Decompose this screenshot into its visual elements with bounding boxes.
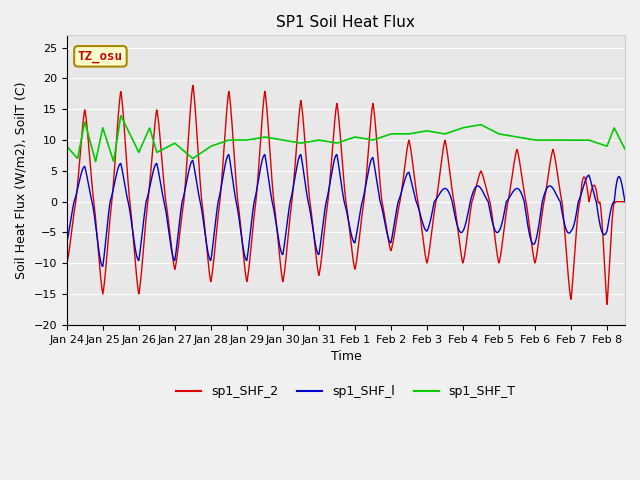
sp1_SHF_2 xyxy=(503,207,511,213)
sp1_SHF_l xyxy=(605,215,613,220)
sp1_SHF_l xyxy=(92,220,99,226)
sp1_SHF_2 xyxy=(189,83,196,88)
Y-axis label: Soil Heat Flux (W/m2), SoilT (C): Soil Heat Flux (W/m2), SoilT (C) xyxy=(15,82,28,279)
sp1_SHF_T xyxy=(92,158,99,164)
sp1_SHF_T xyxy=(92,157,99,163)
Text: TZ_osu: TZ_osu xyxy=(78,50,123,63)
Line: sp1_SHF_T: sp1_SHF_T xyxy=(67,116,625,161)
sp1_SHF_l xyxy=(503,198,511,204)
sp1_SHF_l xyxy=(621,199,629,204)
sp1_SHF_2 xyxy=(335,112,342,118)
Line: sp1_SHF_2: sp1_SHF_2 xyxy=(67,85,625,304)
sp1_SHF_T xyxy=(621,146,629,152)
sp1_SHF_T xyxy=(117,113,125,119)
sp1_SHF_l xyxy=(320,216,328,222)
sp1_SHF_T xyxy=(63,144,70,149)
Line: sp1_SHF_l: sp1_SHF_l xyxy=(67,155,625,266)
sp1_SHF_2 xyxy=(621,199,629,204)
sp1_SHF_T xyxy=(320,138,328,144)
sp1_SHF_2 xyxy=(320,235,328,241)
Title: SP1 Soil Heat Flux: SP1 Soil Heat Flux xyxy=(276,15,415,30)
sp1_SHF_2 xyxy=(63,261,70,266)
sp1_SHF_2 xyxy=(92,213,99,218)
sp1_SHF_l xyxy=(605,216,613,222)
sp1_SHF_T xyxy=(605,138,613,144)
sp1_SHF_T xyxy=(503,132,511,138)
Legend: sp1_SHF_2, sp1_SHF_l, sp1_SHF_T: sp1_SHF_2, sp1_SHF_l, sp1_SHF_T xyxy=(172,380,520,403)
sp1_SHF_2 xyxy=(605,268,613,274)
X-axis label: Time: Time xyxy=(330,350,361,363)
sp1_SHF_l xyxy=(63,240,70,246)
sp1_SHF_2 xyxy=(604,301,611,307)
sp1_SHF_l xyxy=(99,264,107,269)
sp1_SHF_T xyxy=(335,140,342,145)
sp1_SHF_l xyxy=(335,163,342,169)
sp1_SHF_T xyxy=(605,137,613,143)
sp1_SHF_l xyxy=(333,152,340,157)
sp1_SHF_2 xyxy=(605,263,613,269)
